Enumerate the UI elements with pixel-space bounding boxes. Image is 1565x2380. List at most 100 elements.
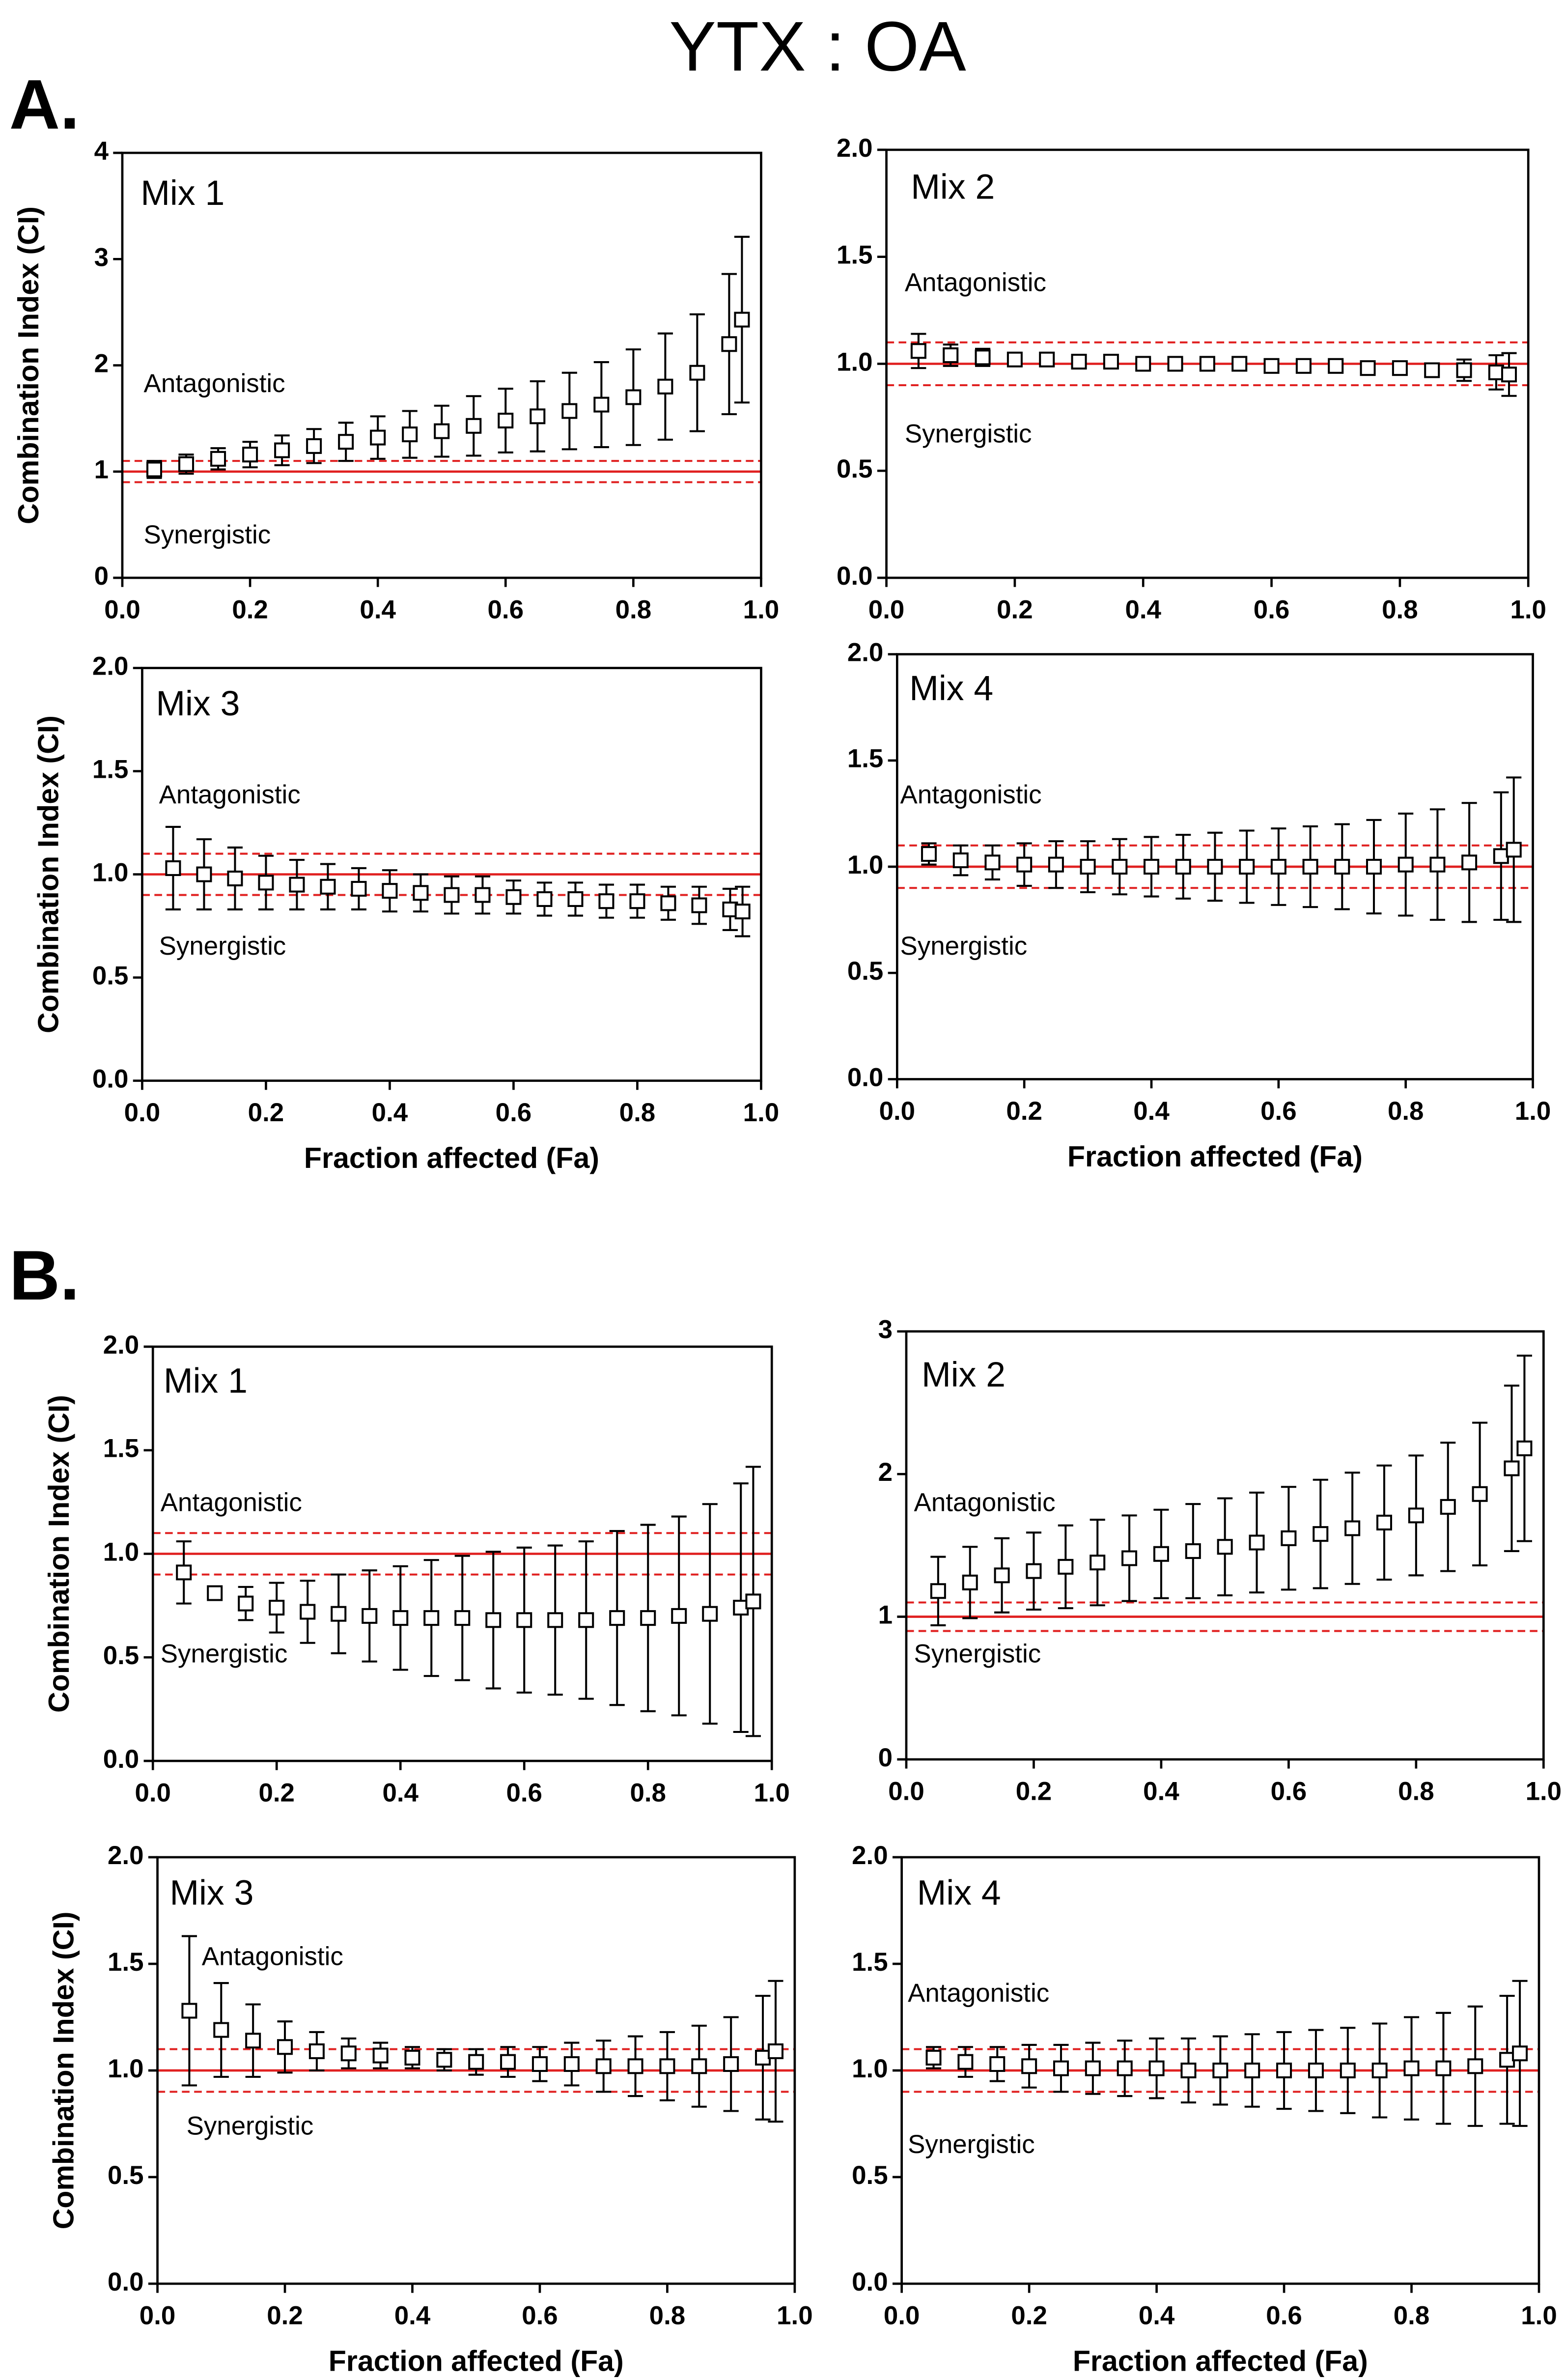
data-point [563, 2056, 580, 2072]
x-tick-label: 0.8 [1394, 2301, 1430, 2330]
data-point [362, 1608, 378, 1624]
data-point [925, 2049, 942, 2066]
x-tick-label: 0.6 [522, 2301, 558, 2330]
panel-label: A. [9, 65, 80, 144]
data-point [1440, 1499, 1456, 1515]
data-point [640, 1610, 656, 1626]
data-point [213, 2022, 229, 2038]
data-point [1276, 2062, 1292, 2079]
data-point [402, 426, 418, 443]
figure-title: YTX : OA [669, 7, 966, 86]
data-point [734, 312, 750, 328]
data-point [952, 852, 969, 869]
data-point [320, 878, 336, 895]
x-tick-label: 0.6 [496, 1098, 532, 1127]
y-tick-label: 1.5 [108, 1948, 144, 1977]
data-point [258, 875, 274, 891]
x-tick-label: 0.8 [615, 595, 652, 624]
x-tick-label: 0.8 [630, 1778, 666, 1807]
data-point [1512, 2045, 1528, 2062]
y-tick-label: 0.5 [108, 2161, 144, 2190]
y-tick-label: 1 [878, 1600, 893, 1629]
y-tick-label: 2.0 [108, 1841, 144, 1870]
data-point [1360, 360, 1376, 376]
data-point [1244, 2062, 1260, 2079]
data-point [1167, 356, 1183, 372]
annotation: Synergistic [161, 1639, 288, 1668]
x-tick-label: 0.8 [1382, 595, 1418, 624]
data-point [475, 887, 491, 903]
data-point [659, 2058, 675, 2074]
data-point [1207, 858, 1223, 875]
data-point [1334, 858, 1350, 875]
data-point [300, 1604, 316, 1620]
data-point [1021, 2058, 1037, 2074]
data-point [434, 423, 450, 439]
data-point [1376, 1514, 1393, 1530]
annotation: Antagonistic [908, 1979, 1049, 2008]
data-point [146, 461, 163, 478]
data-point [505, 889, 522, 905]
x-tick-label: 0.6 [488, 595, 524, 624]
y-tick-label: 0.0 [92, 1065, 129, 1094]
x-tick-label: 0.6 [1260, 1097, 1297, 1126]
data-point [242, 447, 258, 463]
data-point [308, 2043, 325, 2059]
data-point [1053, 2060, 1069, 2076]
y-axis-label: Combination Index (CI) [42, 1395, 75, 1713]
data-point [702, 1606, 718, 1622]
x-tick-label: 0.2 [267, 2301, 303, 2330]
x-tick-label: 0.2 [1016, 1777, 1052, 1806]
x-tick-label: 0.2 [248, 1098, 284, 1127]
data-point [930, 1583, 946, 1599]
data-point [207, 1585, 223, 1601]
x-tick-label: 0.6 [1254, 595, 1290, 624]
data-point [1504, 1460, 1520, 1476]
data-point [1117, 2060, 1133, 2076]
data-point [1488, 364, 1504, 380]
data-point [498, 412, 514, 429]
data-point [1090, 1555, 1106, 1571]
data-point [1185, 1543, 1201, 1559]
x-tick-label: 0.8 [1388, 1097, 1424, 1126]
data-point [1112, 858, 1128, 875]
y-tick-label: 0.0 [837, 562, 873, 591]
data-point [1071, 354, 1087, 370]
x-tick-label: 0.4 [394, 2301, 431, 2330]
chart-label: Mix 1 [164, 1361, 248, 1400]
y-axis-label: Combination Index (CI) [12, 206, 45, 524]
chart-label: Mix 3 [169, 1873, 253, 1913]
data-point [340, 2045, 357, 2062]
data-point [691, 897, 707, 913]
chart-label: Mix 1 [140, 173, 224, 213]
chart-label: Mix 4 [917, 1873, 1001, 1913]
data-point [351, 880, 367, 897]
data-point [1371, 2062, 1388, 2079]
data-point [331, 1606, 347, 1622]
y-tick-label: 2.0 [847, 638, 884, 667]
data-point [1456, 362, 1472, 378]
annotation: Antagonistic [900, 780, 1042, 809]
data-point [561, 403, 578, 419]
x-tick-label: 0.2 [258, 1778, 295, 1807]
data-point [338, 434, 354, 450]
annotation: Synergistic [144, 520, 271, 549]
data-point [1506, 842, 1522, 858]
annotation: Synergistic [159, 932, 286, 961]
data-point [1085, 2060, 1101, 2076]
data-point [671, 1608, 687, 1624]
x-tick-label: 1.0 [743, 595, 780, 624]
data-point [444, 887, 460, 903]
x-tick-label: 1.0 [1526, 1777, 1562, 1806]
data-point [423, 1610, 440, 1626]
data-point [984, 854, 1001, 871]
data-point [1048, 856, 1064, 873]
data-point [227, 870, 243, 886]
x-tick-label: 0.0 [884, 2301, 920, 2330]
y-tick-label: 0 [94, 562, 109, 591]
x-tick-label: 0.6 [506, 1778, 542, 1807]
data-point [994, 1567, 1010, 1584]
data-point [1121, 1550, 1138, 1566]
